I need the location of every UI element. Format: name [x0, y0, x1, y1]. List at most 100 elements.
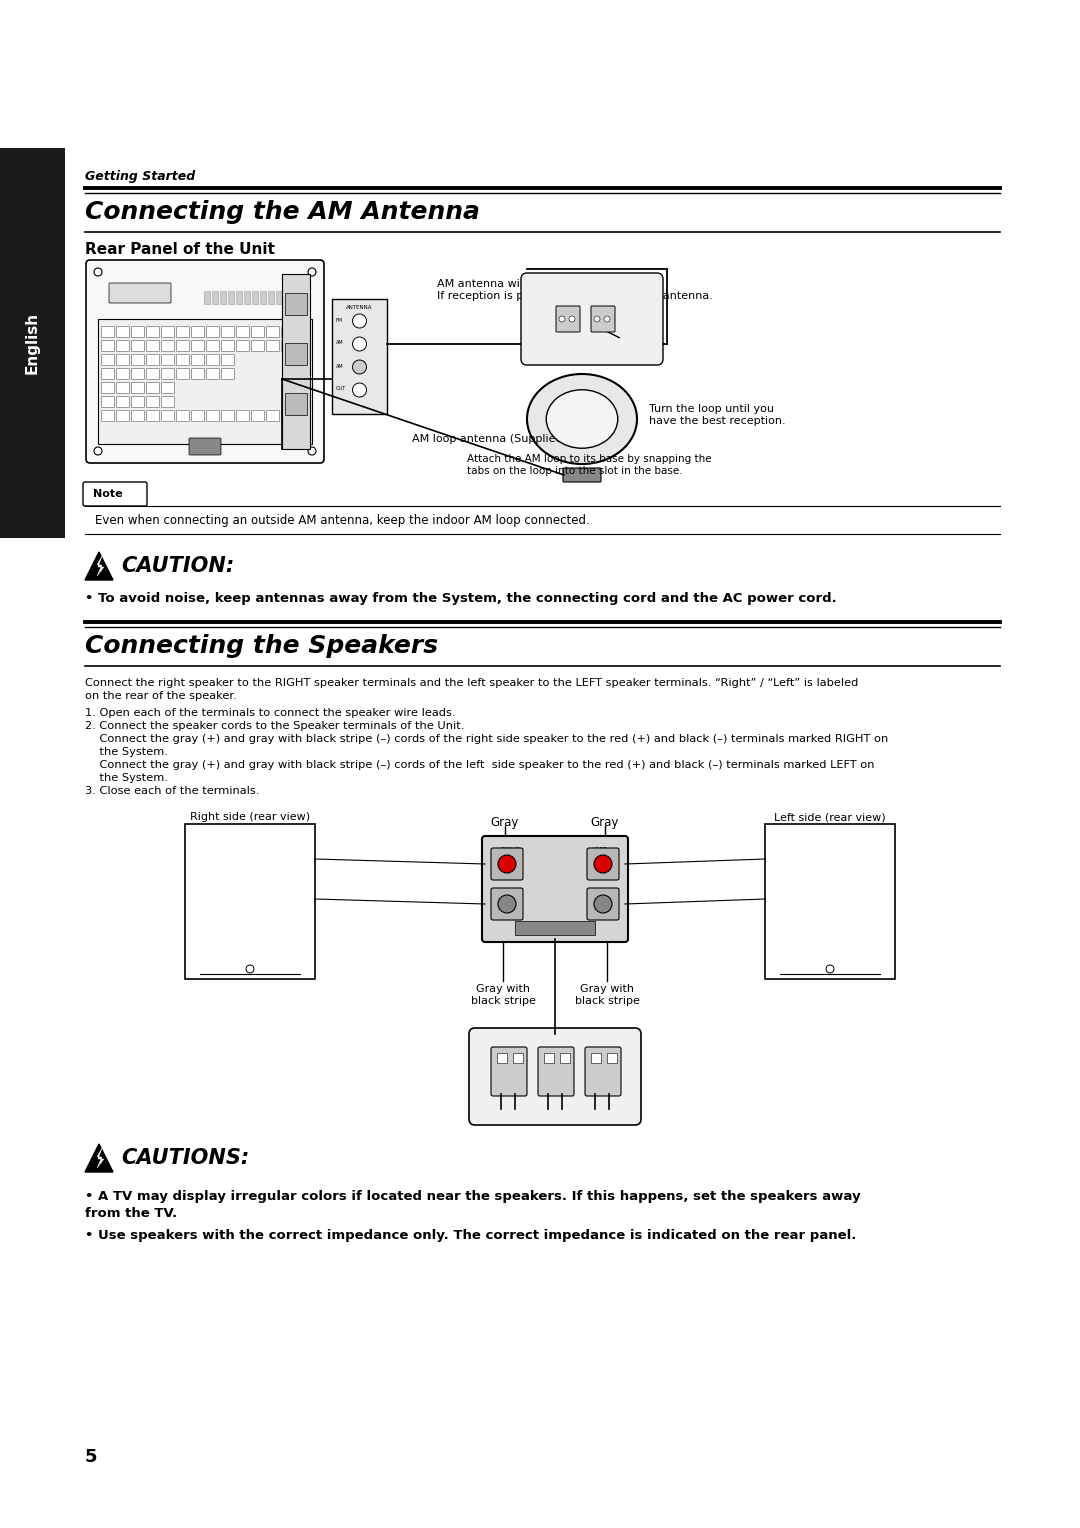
FancyBboxPatch shape — [117, 354, 130, 365]
Text: 3. Close each of the terminals.: 3. Close each of the terminals. — [85, 785, 259, 796]
Text: RIGHT  LEFT: RIGHT LEFT — [539, 926, 571, 931]
Text: English: English — [25, 312, 40, 374]
Text: Gray with
black stripe: Gray with black stripe — [471, 984, 536, 1005]
FancyBboxPatch shape — [147, 354, 160, 365]
FancyBboxPatch shape — [102, 341, 114, 351]
FancyBboxPatch shape — [221, 341, 234, 351]
Text: Connect the right speaker to the RIGHT speaker terminals and the left speaker to: Connect the right speaker to the RIGHT s… — [85, 678, 859, 688]
FancyBboxPatch shape — [513, 1053, 523, 1063]
FancyBboxPatch shape — [117, 411, 130, 422]
FancyBboxPatch shape — [332, 299, 387, 414]
FancyBboxPatch shape — [147, 368, 160, 379]
FancyBboxPatch shape — [132, 341, 145, 351]
Text: AM antenna wire (not supplied)
If reception is poor, connect the outside antenna: AM antenna wire (not supplied) If recept… — [437, 280, 713, 301]
FancyBboxPatch shape — [220, 292, 227, 304]
FancyBboxPatch shape — [147, 341, 160, 351]
Text: Even when connecting an outside AM antenna, keep the indoor AM loop connected.: Even when connecting an outside AM anten… — [95, 513, 590, 527]
Text: Connect the gray (+) and gray with black stripe (–) cords of the right side spea: Connect the gray (+) and gray with black… — [85, 733, 888, 744]
FancyBboxPatch shape — [206, 341, 219, 351]
FancyBboxPatch shape — [591, 306, 615, 332]
Circle shape — [498, 856, 516, 872]
Text: CAUTION:: CAUTION: — [121, 556, 234, 576]
FancyBboxPatch shape — [538, 1047, 573, 1096]
FancyBboxPatch shape — [269, 292, 274, 304]
FancyBboxPatch shape — [221, 368, 234, 379]
FancyBboxPatch shape — [206, 411, 219, 422]
FancyBboxPatch shape — [102, 327, 114, 338]
FancyBboxPatch shape — [132, 411, 145, 422]
Text: 1. Open each of the terminals to connect the speaker wire leads.: 1. Open each of the terminals to connect… — [85, 707, 456, 718]
Text: Turn the loop until you
have the best reception.: Turn the loop until you have the best re… — [649, 403, 785, 426]
FancyBboxPatch shape — [563, 468, 600, 481]
Text: AM: AM — [336, 364, 343, 368]
FancyBboxPatch shape — [221, 411, 234, 422]
Text: +: + — [599, 859, 607, 869]
FancyBboxPatch shape — [191, 354, 204, 365]
FancyBboxPatch shape — [191, 341, 204, 351]
FancyBboxPatch shape — [86, 260, 324, 463]
Text: Gray with
black stripe: Gray with black stripe — [575, 984, 639, 1005]
FancyBboxPatch shape — [252, 341, 265, 351]
Polygon shape — [97, 1148, 104, 1167]
Text: • Use speakers with the correct impedance only. The correct impedance is indicat: • Use speakers with the correct impedanc… — [85, 1229, 856, 1242]
FancyBboxPatch shape — [191, 368, 204, 379]
Circle shape — [308, 267, 316, 277]
FancyBboxPatch shape — [117, 396, 130, 408]
Text: Attach the AM loop to its base by snapping the
tabs on the loop into the slot in: Attach the AM loop to its base by snappi… — [467, 454, 712, 475]
FancyBboxPatch shape — [102, 396, 114, 408]
FancyBboxPatch shape — [162, 354, 175, 365]
Text: Getting Started: Getting Started — [85, 170, 195, 183]
Circle shape — [594, 316, 600, 322]
FancyBboxPatch shape — [237, 327, 249, 338]
Text: JVC: JVC — [575, 410, 590, 419]
FancyBboxPatch shape — [282, 274, 310, 449]
Circle shape — [352, 313, 366, 329]
FancyBboxPatch shape — [109, 283, 171, 303]
FancyBboxPatch shape — [102, 354, 114, 365]
FancyBboxPatch shape — [206, 368, 219, 379]
Circle shape — [352, 338, 366, 351]
FancyBboxPatch shape — [588, 848, 619, 880]
FancyBboxPatch shape — [83, 481, 147, 506]
FancyBboxPatch shape — [221, 327, 234, 338]
FancyBboxPatch shape — [176, 368, 189, 379]
Circle shape — [94, 267, 102, 277]
Text: Connecting the AM Antenna: Connecting the AM Antenna — [85, 200, 480, 225]
FancyBboxPatch shape — [132, 354, 145, 365]
FancyBboxPatch shape — [176, 327, 189, 338]
FancyBboxPatch shape — [132, 382, 145, 394]
Circle shape — [594, 856, 612, 872]
Text: −: − — [503, 898, 511, 909]
FancyBboxPatch shape — [252, 411, 265, 422]
FancyBboxPatch shape — [285, 293, 307, 315]
FancyBboxPatch shape — [204, 292, 211, 304]
Ellipse shape — [527, 374, 637, 465]
Text: OUT: OUT — [336, 387, 347, 391]
FancyBboxPatch shape — [229, 292, 234, 304]
Text: Gray: Gray — [591, 816, 619, 830]
FancyBboxPatch shape — [285, 393, 307, 416]
Circle shape — [308, 448, 316, 455]
Bar — [0, 148, 65, 538]
FancyBboxPatch shape — [284, 292, 291, 304]
FancyBboxPatch shape — [285, 342, 307, 365]
Circle shape — [94, 448, 102, 455]
FancyBboxPatch shape — [237, 292, 243, 304]
Text: Left side (rear view): Left side (rear view) — [774, 811, 886, 822]
FancyBboxPatch shape — [191, 327, 204, 338]
FancyBboxPatch shape — [282, 411, 295, 422]
FancyBboxPatch shape — [237, 411, 249, 422]
FancyBboxPatch shape — [497, 1053, 507, 1063]
FancyBboxPatch shape — [491, 1047, 527, 1096]
Ellipse shape — [546, 390, 618, 448]
FancyBboxPatch shape — [469, 1028, 642, 1125]
FancyBboxPatch shape — [162, 368, 175, 379]
Text: RIGHT: RIGHT — [500, 847, 519, 853]
FancyBboxPatch shape — [117, 327, 130, 338]
FancyBboxPatch shape — [491, 888, 523, 920]
FancyBboxPatch shape — [585, 1047, 621, 1096]
Circle shape — [604, 316, 610, 322]
FancyBboxPatch shape — [162, 382, 175, 394]
FancyBboxPatch shape — [176, 354, 189, 365]
FancyBboxPatch shape — [556, 306, 580, 332]
